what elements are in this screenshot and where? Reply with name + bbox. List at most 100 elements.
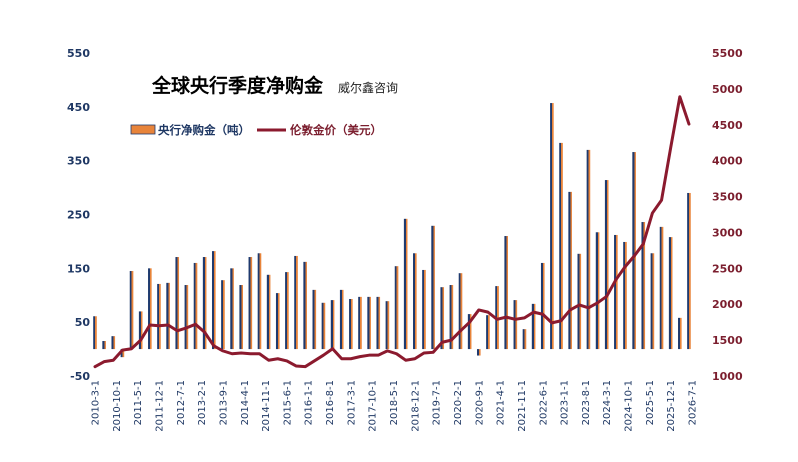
- bar-2016-6-1: [321, 302, 326, 350]
- bar-2014-9-1: [257, 253, 262, 350]
- x-axis-tick-label: 2024-10-1: [624, 380, 635, 432]
- right-axis-tick-label: 5000: [712, 83, 743, 96]
- right-axis-tick-label: 5500: [712, 47, 743, 60]
- chart-title: 全球央行季度净购金: [151, 74, 324, 97]
- bar-2018-12-1: [413, 253, 417, 350]
- bar-series: [93, 103, 691, 358]
- bar-2015-9-1: [294, 255, 298, 350]
- bar-2026-3-1: [678, 317, 682, 350]
- bar-2023-12-1: [595, 232, 600, 350]
- left-axis-tick-label: 450: [67, 101, 90, 114]
- x-axis: 2010-3-1 2010-10-1 2011-5-1 2011-12-1 2012-7…: [91, 380, 699, 432]
- x-axis-tick-label: 2022-6-1: [538, 380, 549, 425]
- x-axis-tick-label: 2021-4-1: [496, 380, 507, 425]
- left-axis: -50 50 150 250 350 450 550: [67, 47, 90, 383]
- right-axis: 1000 1500 2000 2500 3000 3500 4000 4500 5000 5500: [712, 47, 743, 383]
- right-axis-tick-label: 3500: [712, 191, 743, 204]
- bar-2023-9-1: [586, 149, 591, 350]
- right-axis-tick-label: 1500: [712, 334, 743, 347]
- bar-2010-9-1: [111, 336, 116, 350]
- bar-2025-6-1: [650, 253, 655, 350]
- bar-2012-6-1: [175, 257, 180, 350]
- bar-2022-12-1: [559, 142, 563, 350]
- bar-2012-9-1: [184, 285, 189, 350]
- bar-2017-9-1: [367, 296, 371, 350]
- bar-2013-9-1: [221, 280, 225, 350]
- legend-swatch-bars: [130, 124, 156, 135]
- x-axis-tick-label: 2019-7-1: [432, 380, 443, 425]
- bar-2014-3-1: [239, 285, 243, 350]
- right-axis-tick-label: 4000: [712, 155, 743, 168]
- x-axis-tick-label: 2018-12-1: [410, 380, 421, 432]
- bar-2010-3-1: [93, 316, 97, 350]
- x-axis-tick-label: 2016-1-1: [304, 380, 315, 425]
- bar-2020-12-1: [486, 315, 490, 350]
- bar-2021-9-1: [513, 300, 518, 350]
- bar-2025-12-1: [668, 237, 673, 350]
- x-axis-tick-label: 2020-2-1: [453, 380, 464, 425]
- x-axis-tick-label: 2017-10-1: [368, 380, 379, 432]
- left-axis-tick-label: 150: [67, 262, 90, 275]
- bar-2020-6-1: [467, 314, 472, 350]
- x-axis-tick-label: 2012-7-1: [176, 380, 187, 425]
- bar-2022-3-1: [531, 303, 536, 350]
- bar-2025-9-1: [659, 226, 664, 350]
- bar-2011-9-1: [148, 268, 152, 350]
- x-axis-tick-label: 2025-12-1: [666, 380, 677, 432]
- bar-2017-12-1: [376, 296, 381, 350]
- bar-2022-9-1: [550, 103, 554, 350]
- right-axis-tick-label: 2500: [712, 262, 743, 275]
- x-axis-tick-label: 2014-4-1: [240, 380, 251, 425]
- bar-2018-3-1: [385, 301, 390, 350]
- x-axis-tick-label: 2023-1-1: [560, 380, 571, 425]
- bar-2019-6-1: [431, 225, 435, 350]
- x-axis-tick-label: 2023-8-1: [581, 380, 592, 425]
- bar-2024-6-1: [614, 234, 618, 350]
- x-axis-tick-label: 2026-7-1: [688, 380, 699, 425]
- bar-2016-3-1: [312, 289, 317, 350]
- bar-2011-6-1: [138, 311, 143, 350]
- bar-2026-6-1: [687, 192, 691, 350]
- x-axis-tick-label: 2015-6-1: [282, 380, 293, 425]
- gold-price-line: [93, 95, 691, 369]
- bar-2012-3-1: [166, 282, 170, 350]
- bar-2013-12-1: [230, 268, 234, 350]
- left-axis-tick-label: 350: [67, 155, 90, 168]
- bar-2019-9-1: [440, 287, 445, 350]
- legend-label-bars: 央行净购金（吨）: [158, 123, 250, 137]
- x-axis-tick-label: 2011-5-1: [133, 380, 144, 425]
- x-axis-tick-label: 2010-10-1: [112, 380, 123, 432]
- bar-2014-12-1: [266, 274, 271, 350]
- x-axis-tick-label: 2011-12-1: [154, 380, 165, 432]
- bar-2018-6-1: [394, 266, 399, 350]
- x-axis-tick-label: 2013-2-1: [197, 380, 208, 425]
- left-axis-tick-label: 50: [75, 316, 91, 329]
- bar-2012-12-1: [193, 262, 198, 350]
- bar-2023-3-1: [568, 191, 572, 350]
- bar-2020-3-1: [458, 273, 463, 350]
- bar-2013-3-1: [202, 257, 207, 350]
- bar-2010-6-1: [102, 341, 106, 350]
- right-axis-tick-label: 3000: [712, 226, 743, 239]
- bar-2023-6-1: [577, 253, 582, 350]
- bar-2016-9-1: [330, 300, 335, 350]
- x-axis-tick-label: 2017-3-1: [346, 380, 357, 425]
- bar-2021-12-1: [522, 329, 527, 350]
- x-axis-tick-label: 2013-9-1: [218, 380, 229, 425]
- right-axis-tick-label: 4500: [712, 119, 743, 132]
- bar-2024-9-1: [623, 241, 627, 350]
- chart-subtitle: 威尔鑫咨询: [338, 80, 398, 95]
- bar-2017-3-1: [349, 299, 353, 350]
- x-axis-tick-label: 2014-11-1: [261, 380, 272, 432]
- left-axis-tick-label: -50: [70, 370, 90, 383]
- x-axis-tick-label: 2024-3-1: [602, 380, 613, 425]
- bar-2011-3-1: [129, 271, 134, 350]
- x-axis-tick-label: 2010-3-1: [91, 380, 102, 425]
- bar-2021-6-1: [504, 236, 508, 350]
- bar-2013-6-1: [211, 251, 216, 350]
- x-axis-tick-label: 2021-11-1: [517, 380, 528, 432]
- left-axis-tick-label: 550: [67, 47, 90, 60]
- bar-2010-12-1: [120, 349, 125, 358]
- bar-2015-6-1: [285, 272, 289, 350]
